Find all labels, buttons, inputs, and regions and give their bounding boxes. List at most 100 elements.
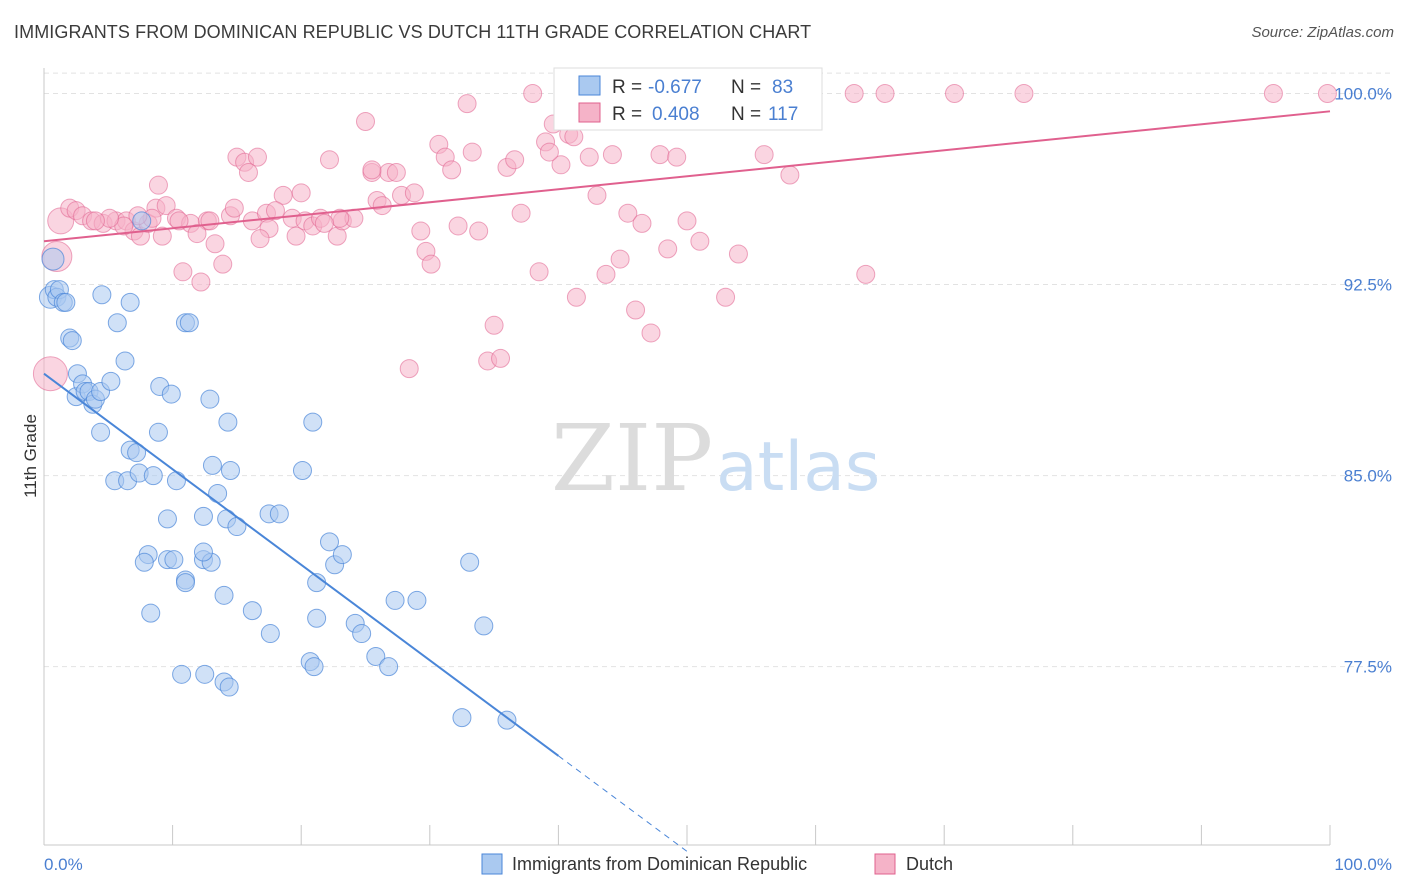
dutch-point [156,196,176,216]
dutch-point [1263,83,1283,103]
dutch-trend-line [43,110,1331,243]
legend-blue-swatch [481,853,503,875]
dutch-point [650,145,670,165]
dutch-point [442,160,462,180]
dutch-point [250,229,270,249]
dominican-point [452,708,472,728]
dutch-point [421,254,441,274]
dominican-point [218,412,238,432]
dutch-point [187,224,207,244]
dominican-point [62,331,82,351]
dutch-point [224,198,244,218]
dutch-point [944,83,964,103]
dutch-point [457,94,477,114]
stats-box: R = -0.677 N = 83 R = 0.408 N = 117 [553,67,823,131]
dutch-point [205,234,225,254]
dutch-point [32,356,68,392]
dominican-point [193,542,213,562]
dominican-point [202,455,222,475]
dominican-trend-line [43,372,559,757]
dominican-point [220,461,240,481]
y-tick-label: 100.0% [1334,84,1392,103]
dominican-point [161,384,181,404]
dutch-point [314,213,334,233]
dutch-point [551,155,571,175]
dutch-point [169,211,189,231]
dutch-point [579,147,599,167]
dominican-point [385,590,405,610]
dominican-trend-extension [558,755,688,852]
dutch-point [191,272,211,292]
dominican-point [319,532,339,552]
dutch-point [404,183,424,203]
dutch-point [587,185,607,205]
dutch-point [469,221,489,241]
dominican-point [407,590,427,610]
stats-blue-n-label: N = [731,77,761,98]
dominican-point [260,624,280,644]
dutch-point [754,145,774,165]
dutch-point [856,264,876,284]
dominican-point [307,608,327,628]
dutch-point [716,287,736,307]
dutch-point [362,160,382,180]
dutch-point [411,221,431,241]
dominican-point [166,471,186,491]
dominican-point [134,552,154,572]
dutch-point [511,203,531,223]
dutch-point [265,201,285,221]
dutch-point [610,249,630,269]
x-tick-labels: 0.0% 100.0% [44,855,1392,874]
stats-pink-n-value: 117 [768,104,798,125]
dutch-point [677,211,697,231]
dutch-point [539,142,559,162]
dutch-point [658,239,678,259]
watermark: ZIP atlas [551,405,880,512]
dutch-point [641,323,661,343]
dominican-point [303,412,323,432]
dominican-point [332,545,352,565]
legend: Immigrants from Dominican Republic Dutch [481,853,953,875]
dominican-point [120,292,140,312]
dominican-point [175,573,195,593]
dutch-point [356,111,375,131]
dominican-point [242,601,262,621]
dominican-point [304,657,324,677]
dominican-point [200,389,220,409]
legend-pink-label: Dutch [906,854,953,874]
dominican-point [460,552,480,572]
dutch-point [484,315,504,335]
dutch-point [173,262,193,282]
stats-pink-n-label: N = [731,104,761,125]
y-tick-label: 85.0% [1344,467,1392,486]
dominican-point [227,517,247,537]
dutch-point [399,359,419,379]
dutch-point [213,254,233,274]
dominican-points [38,211,517,730]
dutch-point [386,162,406,182]
dominican-point [148,422,168,442]
stats-blue-n-value: 83 [772,77,793,98]
dominican-point [474,616,494,636]
stats-blue-r-label: R = [612,77,642,98]
dominican-point [164,550,184,570]
y-tick-labels: 77.5% 85.0% 92.5% 100.0% [1334,84,1392,676]
dutch-point [462,142,482,162]
dutch-point [286,226,306,246]
dominican-point [269,504,289,524]
dutch-point [875,83,895,103]
dominican-point [208,483,228,503]
dutch-point [505,150,525,170]
dutch-point [690,231,710,251]
dutch-point [596,264,616,284]
dominican-point [214,585,234,605]
watermark-zip: ZIP [551,405,713,512]
legend-blue-label: Immigrants from Dominican Republic [512,854,807,874]
dominican-point [292,461,312,481]
dutch-point [1317,83,1337,103]
dominican-point [195,664,215,684]
dutch-point [247,147,267,167]
dutch-point [626,300,646,320]
dutch-point [491,348,511,368]
